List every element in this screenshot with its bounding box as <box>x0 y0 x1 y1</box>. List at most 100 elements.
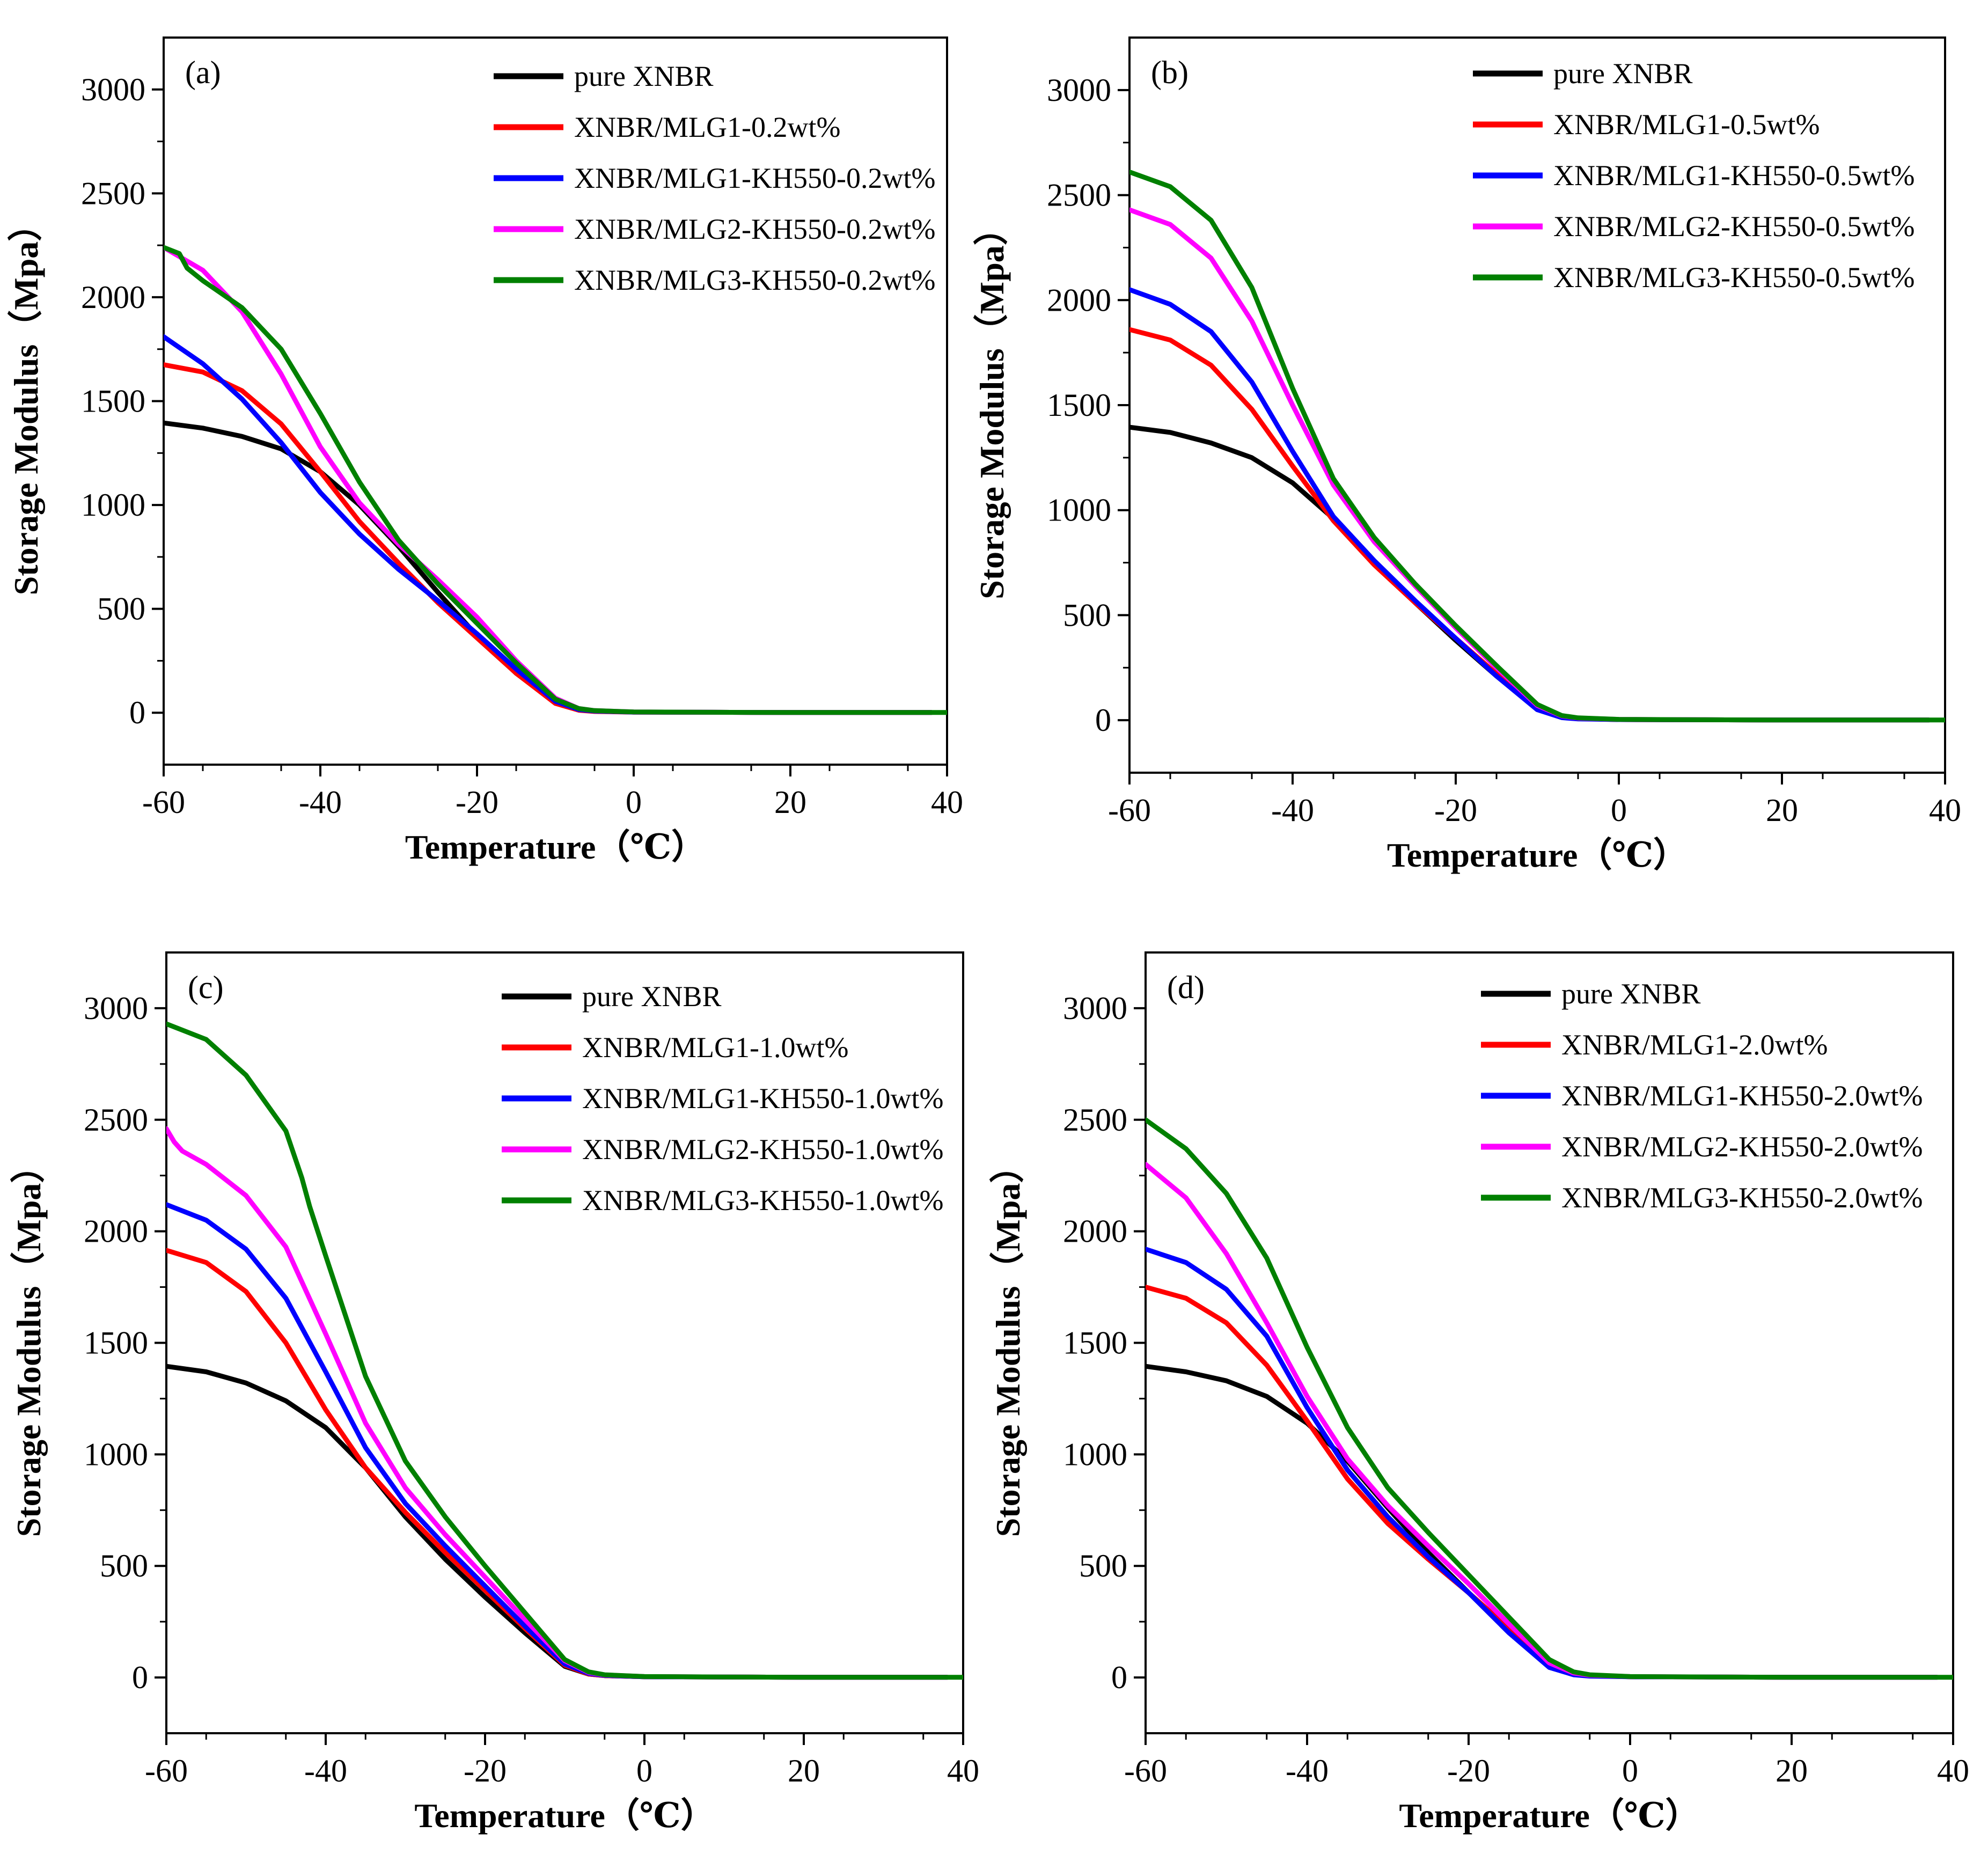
panel-a-y-tick-label: 1000 <box>81 487 145 523</box>
panel-b-series-mlg3-kh550 <box>1129 170 1945 723</box>
panel-a-y-tick-label: 2500 <box>81 175 145 211</box>
panel-a-x-tick-label: -40 <box>299 785 342 820</box>
panel-c-legend: pure XNBR XNBR/MLG1-1.0wt% XNBR/MLG1-KH550… <box>502 980 943 1216</box>
panel-a-series-mlg3-kh550 <box>164 245 947 715</box>
panel-a-x-tick-label: 20 <box>774 785 806 820</box>
panel-b-series-mlg1-kh550 <box>1129 287 1932 723</box>
panel-a-x-tick-label: -20 <box>456 785 498 820</box>
panel-a-panel-label: (a) <box>185 55 221 90</box>
panel-a-y-tick-label: 3000 <box>81 72 145 107</box>
panel-c-y-tick-label: 1500 <box>84 1325 148 1361</box>
panel-a-series-mlg1 <box>164 362 934 715</box>
panel-d-y-tick-label: 2000 <box>1063 1214 1127 1249</box>
panel-d-y-tick-label: 1500 <box>1063 1325 1127 1361</box>
panel-d-y-tick-label: 3000 <box>1063 991 1127 1026</box>
panel-b-y-tick-label: 3000 <box>1047 72 1111 108</box>
panel-b-x-tick-label: 0 <box>1611 793 1627 828</box>
panel-a-y-axis-title: Storage Modulus（Mpa） <box>7 207 45 596</box>
panel-d-panel-label: (d) <box>1167 970 1205 1005</box>
panel-c-y-tick-label: 2500 <box>84 1102 148 1138</box>
panel-d-plot-frame <box>1145 951 1954 1734</box>
panel-b-y-tick-label: 0 <box>1095 702 1111 738</box>
panel-a-series-pure-xnbr <box>164 420 934 715</box>
panel-d: -60 -40 -20 0 20 40 0 500 1000 1500 2000 2500 3000 Te… <box>989 951 1969 1835</box>
panel-d-x-tick-label: 0 <box>1622 1753 1638 1788</box>
panel-d-x-tick-label: -60 <box>1124 1753 1167 1788</box>
panel-b-legend-label-mlg1: XNBR/MLG1-0.5wt% <box>1553 108 1820 141</box>
panel-a-series-mlg2-kh550 <box>164 245 934 715</box>
panel-b-x-tick-label: 20 <box>1766 793 1798 828</box>
panel-c-x-tick-label: -40 <box>304 1753 347 1788</box>
panel-d-series-mlg3-kh550 <box>1146 1117 1953 1680</box>
panel-d-legend-label-pure-xnbr: pure XNBR <box>1561 978 1700 1010</box>
panel-a-legend-label-mlg1-kh550: XNBR/MLG1-KH550-0.2wt% <box>574 162 935 194</box>
panel-d-x-tick-label: -40 <box>1286 1753 1329 1788</box>
panel-b-legend-label-mlg3-kh550: XNBR/MLG3-KH550-0.5wt% <box>1553 261 1914 294</box>
panel-c-x-tick-label: -20 <box>464 1753 507 1788</box>
panel-d-series-pure-xnbr <box>1146 1363 1940 1680</box>
panel-c-y-tick-label: 1000 <box>84 1436 148 1472</box>
panel-d-legend: pure XNBR XNBR/MLG1-2.0wt% XNBR/MLG1-KH550… <box>1481 978 1923 1214</box>
panel-b-x-tick-label: -20 <box>1434 793 1477 828</box>
panel-c-legend-label-mlg1: XNBR/MLG1-1.0wt% <box>582 1031 849 1064</box>
panel-a-y-tick-label: 500 <box>97 591 145 627</box>
panel-a-legend-label-mlg1: XNBR/MLG1-0.2wt% <box>574 111 841 143</box>
panel-d-legend-label-mlg2-kh550: XNBR/MLG2-KH550-2.0wt% <box>1561 1131 1923 1163</box>
panel-d-legend-label-mlg3-kh550: XNBR/MLG3-KH550-2.0wt% <box>1561 1182 1923 1214</box>
panel-d-y-tick-label: 1000 <box>1063 1436 1127 1472</box>
panel-a-y-tick-label: 1500 <box>81 384 145 419</box>
panel-c-legend-label-mlg2-kh550: XNBR/MLG2-KH550-1.0wt% <box>582 1133 943 1165</box>
panel-a-series-mlg1-kh550 <box>164 334 934 715</box>
panel-b: -60 -40 -20 0 20 40 0 500 1000 1500 2000 2500 3000 Te… <box>973 36 1961 874</box>
panel-a-y-tick-label: 2000 <box>81 280 145 315</box>
panel-d-x-tick-label: 20 <box>1776 1753 1808 1788</box>
panel-d-series-group <box>1146 1117 1953 1680</box>
panel-a: -60 -40 -20 0 20 40 0 500 1000 1500 2000 2500 3000 Te… <box>7 36 963 866</box>
panel-b-panel-label: (b) <box>1151 55 1189 90</box>
panel-a-x-axis-title: Temperature（℃） <box>405 828 706 866</box>
panel-a-legend-label-mlg3-kh550: XNBR/MLG3-KH550-0.2wt% <box>574 264 935 296</box>
panel-d-y-tick-label: 500 <box>1079 1548 1127 1584</box>
panel-b-legend-label-mlg1-kh550: XNBR/MLG1-KH550-0.5wt% <box>1553 159 1914 192</box>
panel-b-y-tick-label: 500 <box>1063 597 1111 633</box>
panel-c-x-tick-label: 40 <box>947 1753 979 1788</box>
panel-b-y-tick-label: 1000 <box>1047 493 1111 528</box>
panel-c-legend-label-mlg1-kh550: XNBR/MLG1-KH550-1.0wt% <box>582 1082 943 1115</box>
panel-c-x-tick-label: 20 <box>788 1753 820 1788</box>
panel-a-series-group <box>164 245 947 715</box>
panel-b-series-group <box>1129 170 1945 723</box>
panel-b-series-mlg1 <box>1129 327 1932 723</box>
panel-b-legend: pure XNBR XNBR/MLG1-0.5wt% XNBR/MLG1-KH550… <box>1473 57 1914 294</box>
panel-a-legend: pure XNBR XNBR/MLG1-0.2wt% XNBR/MLG1-KH550… <box>494 60 935 296</box>
panel-b-legend-label-pure-xnbr: pure XNBR <box>1553 57 1692 90</box>
panel-b-series-pure-xnbr <box>1129 424 1932 723</box>
panel-b-y-tick-label: 2000 <box>1047 282 1111 318</box>
panel-c-x-tick-label: -60 <box>145 1753 188 1788</box>
panel-a-legend-label-mlg2-kh550: XNBR/MLG2-KH550-0.2wt% <box>574 213 935 245</box>
panel-a-x-tick-label: -60 <box>142 785 185 820</box>
panel-a-plot-frame <box>163 36 948 766</box>
panel-d-y-tick-label: 2500 <box>1063 1102 1127 1138</box>
panel-c-x-tick-label: 0 <box>636 1753 652 1788</box>
panel-d-legend-label-mlg1: XNBR/MLG1-2.0wt% <box>1561 1029 1828 1061</box>
panel-c-series-mlg1-kh550 <box>166 1202 950 1680</box>
panel-b-legend-label-mlg2-kh550: XNBR/MLG2-KH550-0.5wt% <box>1553 210 1914 243</box>
panel-c-y-tick-label: 2000 <box>84 1214 148 1249</box>
panel-c-panel-label: (c) <box>188 970 224 1005</box>
panel-d-x-tick-label: -20 <box>1447 1753 1490 1788</box>
panel-b-x-tick-label: -60 <box>1108 793 1151 828</box>
panel-c-series-mlg3-kh550 <box>166 1021 963 1680</box>
panel-c-x-axis-title: Temperature（℃） <box>414 1797 715 1835</box>
panel-a-legend-label-pure-xnbr: pure XNBR <box>574 60 713 92</box>
panel-d-legend-label-mlg1-kh550: XNBR/MLG1-KH550-2.0wt% <box>1561 1080 1923 1112</box>
panel-a-x-tick-label: 0 <box>626 785 642 820</box>
panel-c-y-tick-label: 0 <box>132 1660 148 1695</box>
panel-b-x-axis-title: Temperature（℃） <box>1387 836 1688 874</box>
panel-c: -60 -40 -20 0 20 40 0 500 1000 1500 2000 2500 3000 Te… <box>10 951 979 1835</box>
panel-c-series-pure-xnbr <box>166 1363 950 1680</box>
panel-d-y-axis-title: Storage Modulus（Mpa） <box>989 1149 1027 1537</box>
panel-c-y-tick-label: 500 <box>100 1548 148 1584</box>
panel-d-x-tick-label: 40 <box>1937 1753 1969 1788</box>
panel-d-x-axis-title: Temperature（℃） <box>1399 1797 1699 1835</box>
